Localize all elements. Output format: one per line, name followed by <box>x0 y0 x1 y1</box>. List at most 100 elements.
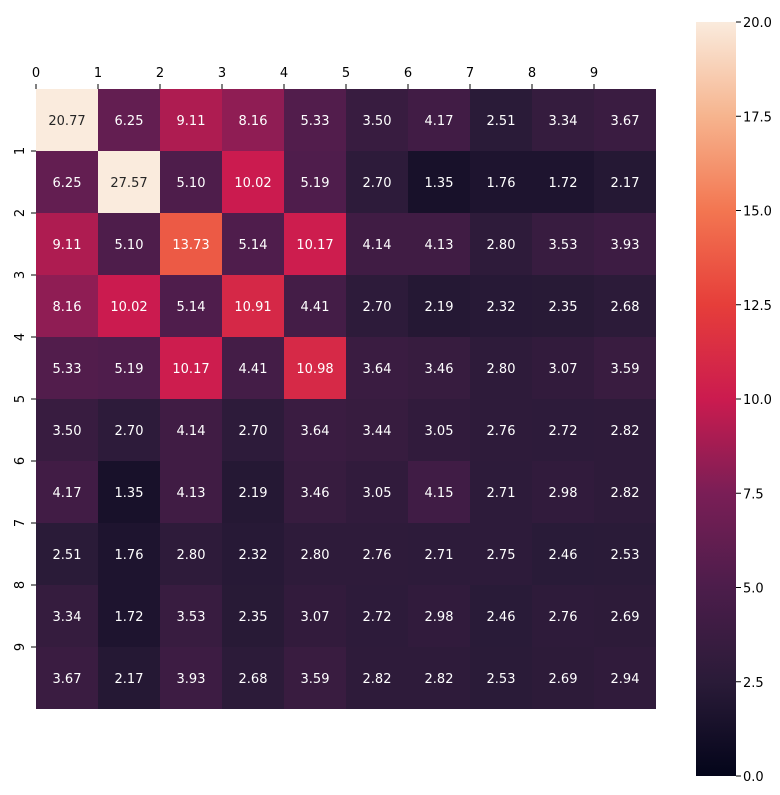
cell-value-label: 2.35 <box>549 300 578 315</box>
heatmap-cell <box>346 89 408 151</box>
cell-value-label: 4.17 <box>425 114 454 129</box>
heatmap-cell <box>98 213 160 275</box>
heatmap-cell <box>98 89 160 151</box>
colorbar <box>696 22 736 776</box>
cell-value-label: 6.25 <box>53 176 82 191</box>
heatmap-cell <box>346 585 408 647</box>
heatmap-cell <box>408 89 470 151</box>
cell-value-label: 1.76 <box>487 176 516 191</box>
heatmap-cell <box>222 647 284 709</box>
heatmap-cell <box>532 275 594 337</box>
cell-value-label: 9.11 <box>177 114 206 129</box>
heatmap-cell <box>470 523 532 585</box>
cell-value-label: 3.46 <box>301 486 330 501</box>
cell-value-label: 2.82 <box>611 486 640 501</box>
heatmap-cell <box>284 585 346 647</box>
heatmap-cell <box>532 399 594 461</box>
heatmap-cell <box>470 647 532 709</box>
heatmap-cell <box>594 647 656 709</box>
heatmap-cell <box>98 399 160 461</box>
colorbar-tick-label: 12.5 <box>743 299 772 314</box>
heatmap-cell <box>222 89 284 151</box>
cell-value-label: 2.72 <box>549 424 578 439</box>
heatmap-cell <box>36 89 98 151</box>
cell-value-label: 2.53 <box>611 548 640 563</box>
cell-value-label: 3.67 <box>53 672 82 687</box>
heatmap-cell <box>532 213 594 275</box>
cell-value-label: 3.53 <box>549 238 578 253</box>
cell-value-label: 2.19 <box>425 300 454 315</box>
cell-value-label: 3.46 <box>425 362 454 377</box>
cell-value-label: 2.53 <box>487 672 516 687</box>
cell-value-label: 2.76 <box>487 424 516 439</box>
heatmap-cell <box>470 151 532 213</box>
cell-value-label: 3.07 <box>549 362 578 377</box>
cell-value-label: 3.64 <box>301 424 330 439</box>
heatmap-cell <box>160 275 222 337</box>
heatmap-cell <box>594 213 656 275</box>
heatmap-cell <box>98 461 160 523</box>
y-tick-label: 9 <box>13 643 28 651</box>
heatmap-cell <box>408 151 470 213</box>
cell-value-label: 2.69 <box>611 610 640 625</box>
heatmap-cell <box>284 275 346 337</box>
x-tick-label: 2 <box>156 66 164 81</box>
heatmap-cell <box>36 399 98 461</box>
cell-value-label: 3.44 <box>363 424 392 439</box>
heatmap-cell <box>160 89 222 151</box>
cell-value-label: 2.71 <box>425 548 454 563</box>
y-tick-label: 1 <box>13 147 28 155</box>
cell-value-label: 4.41 <box>239 362 268 377</box>
heatmap-cell <box>594 399 656 461</box>
colorbar-tick-label: 0.0 <box>743 770 764 785</box>
heatmap-cell <box>160 213 222 275</box>
cell-value-label: 3.50 <box>363 114 392 129</box>
cell-value-label: 20.77 <box>48 114 85 129</box>
heatmap-cell <box>532 461 594 523</box>
cell-value-label: 3.50 <box>53 424 82 439</box>
heatmap-cells <box>36 89 656 709</box>
heatmap-cell <box>160 523 222 585</box>
heatmap-cell <box>346 337 408 399</box>
cell-value-label: 5.33 <box>301 114 330 129</box>
cell-value-label: 5.33 <box>53 362 82 377</box>
cell-value-label: 2.76 <box>549 610 578 625</box>
heatmap-cell <box>160 337 222 399</box>
heatmap-cell <box>284 523 346 585</box>
heatmap-cell <box>594 89 656 151</box>
heatmap-cell <box>408 213 470 275</box>
heatmap-cell <box>222 399 284 461</box>
heatmap-cell <box>222 585 284 647</box>
cell-value-label: 4.13 <box>425 238 454 253</box>
heatmap-cell <box>36 461 98 523</box>
heatmap-cell <box>98 647 160 709</box>
heatmap-cell <box>470 585 532 647</box>
heatmap-cell <box>36 337 98 399</box>
heatmap-cell <box>346 151 408 213</box>
heatmap-cell <box>532 523 594 585</box>
x-tick-label: 1 <box>94 66 102 81</box>
heatmap-cell <box>284 461 346 523</box>
heatmap-cell <box>594 337 656 399</box>
heatmap-cell <box>36 151 98 213</box>
cell-value-label: 2.80 <box>487 362 516 377</box>
colorbar-tick-label: 15.0 <box>743 205 772 220</box>
heatmap-cell <box>470 337 532 399</box>
heatmap-cell <box>222 213 284 275</box>
y-tick-label: 6 <box>13 457 28 465</box>
cell-value-label: 2.82 <box>363 672 392 687</box>
x-tick-label: 4 <box>280 66 288 81</box>
y-axis: 1 2 3 4 5 6 7 8 9 <box>13 147 36 651</box>
cell-value-label: 3.59 <box>611 362 640 377</box>
colorbar-tick-label: 20.0 <box>743 16 772 31</box>
y-tick-label: 2 <box>13 209 28 217</box>
heatmap-cell <box>160 461 222 523</box>
heatmap-cell <box>284 89 346 151</box>
heatmap-cell <box>470 399 532 461</box>
cell-value-label: 5.19 <box>115 362 144 377</box>
cell-value-label: 1.72 <box>115 610 144 625</box>
cell-value-label: 5.10 <box>177 176 206 191</box>
heatmap-cell <box>284 647 346 709</box>
cell-value-label: 2.70 <box>363 300 392 315</box>
